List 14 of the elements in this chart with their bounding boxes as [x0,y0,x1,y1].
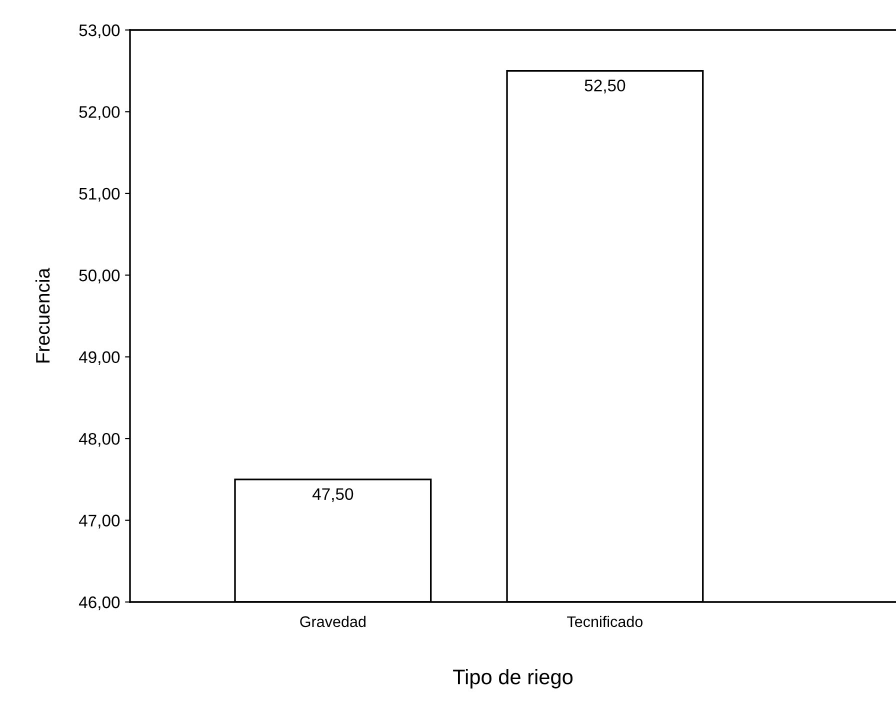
y-tick-label: 49,00 [78,351,120,366]
y-tick-label: 53,00 [79,24,120,38]
data-label: 47,50 [312,488,354,502]
y-tick-label: 48,00 [78,432,120,447]
x-tick-label: Gravedad [300,616,366,628]
x-axis-title: Tipo de riego [453,669,573,688]
data-label: 52,50 [584,80,626,94]
y-tick-label: 51,00 [79,188,120,202]
x-tick-label: Tecnificado [567,616,643,628]
y-tick-label: 47,00 [78,514,120,528]
y-tick-label: 46,00 [78,596,120,610]
y-tick-label: 52,00 [79,106,120,120]
y-axis-title: Frecuencia [35,268,50,362]
y-tick-label: 50,00 [79,270,120,284]
